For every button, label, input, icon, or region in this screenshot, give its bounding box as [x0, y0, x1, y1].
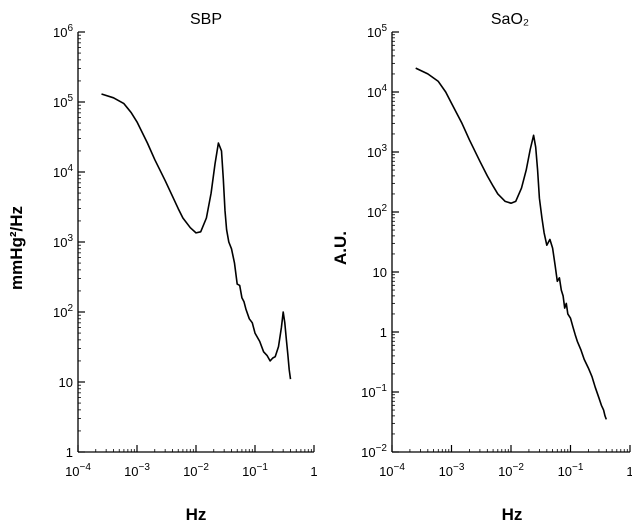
series-line-1	[101, 93, 292, 380]
x-tick-label: 1	[626, 464, 632, 479]
chart-panel-2: 10−4 10−3 10−2 10−1 1 10−2 10−1 1 10 102 103 104 105…	[331, 11, 632, 524]
y-axis-label: A.U.	[331, 231, 350, 265]
y-tick-label: 103	[367, 143, 387, 160]
series-line-1	[415, 67, 608, 420]
y-tick-label: 10	[373, 265, 387, 280]
y-tick-label: 10	[59, 375, 73, 390]
x-axis-label: Hz	[502, 505, 523, 524]
y-tick-label: 105	[367, 23, 387, 40]
y-tick-label: 10−1	[361, 383, 387, 400]
x-tick-label: 10−1	[242, 462, 268, 479]
x-tick-label: 10−2	[498, 462, 524, 479]
chart-title: SBP	[190, 11, 222, 28]
x-tick-label: 10−1	[558, 462, 584, 479]
x-tick-label: 10−2	[183, 462, 209, 479]
x-axis-label: Hz	[186, 505, 207, 524]
x-tick-label: 10−4	[65, 462, 91, 479]
y-tick-label: 104	[367, 83, 387, 100]
y-tick-label: 105	[53, 93, 73, 110]
y-tick-label: 1	[380, 325, 387, 340]
x-tick-label: 10−3	[439, 462, 465, 479]
y-axis-label: mmHg²/Hz	[7, 206, 26, 290]
x-tick-label: 10−4	[379, 462, 405, 479]
y-tick-label: 10−2	[361, 443, 387, 460]
y-tick-label: 104	[53, 163, 73, 180]
y-tick-label: 102	[53, 303, 73, 320]
y-tick-label: 103	[53, 233, 73, 250]
x-tick-label: 1	[310, 464, 317, 479]
y-tick-label: 102	[367, 203, 387, 220]
y-tick-label: 106	[53, 23, 73, 40]
x-tick-label: 10−3	[124, 462, 150, 479]
chart-title: SaO₂	[491, 11, 529, 28]
y-tick-label: 1	[66, 445, 73, 460]
chart-panel-1: 10−4 10−3 10−2 10−1 1 1 10 102 103 104 105 106 SBP Hz…	[7, 11, 318, 524]
